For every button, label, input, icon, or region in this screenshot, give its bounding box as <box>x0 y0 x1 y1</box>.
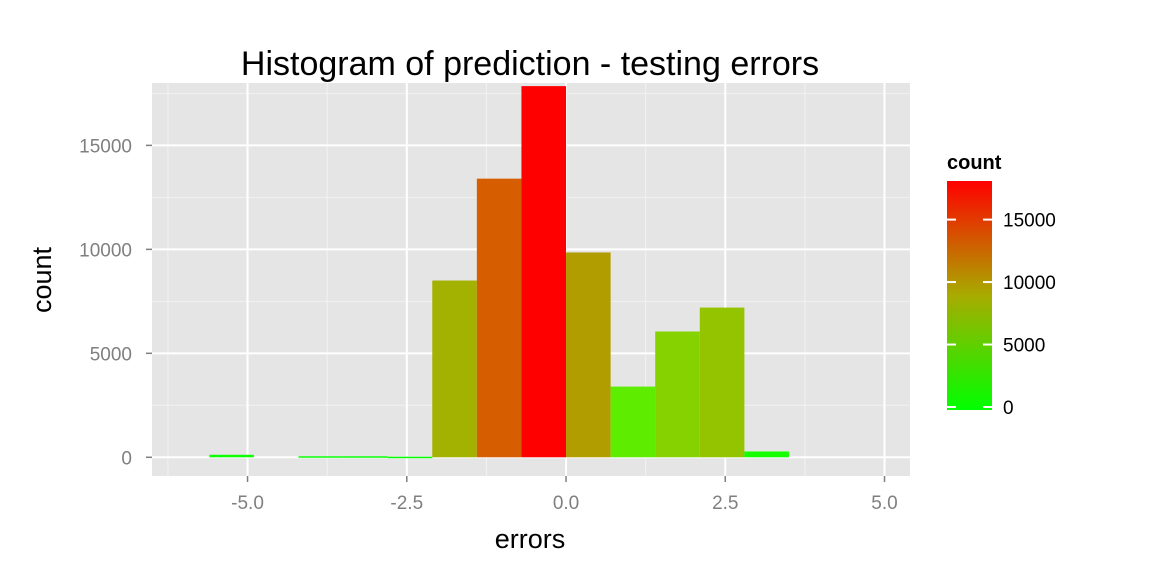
x-axis-title: errors <box>495 524 566 554</box>
y-tick-label: 0 <box>121 448 132 469</box>
y-tick-label: 5000 <box>90 344 132 365</box>
histogram-bar <box>699 307 745 458</box>
histogram-bar <box>521 86 567 458</box>
legend-tick-label: 10000 <box>1003 273 1056 294</box>
x-tick-label: 0.0 <box>553 493 579 514</box>
x-tick-label: -5.0 <box>231 493 264 514</box>
histogram-bar <box>476 178 522 458</box>
y-tick-label: 15000 <box>79 136 132 157</box>
x-tick-label: 5.0 <box>871 493 897 514</box>
histogram-bar <box>744 451 789 458</box>
histogram-bar <box>343 456 388 458</box>
legend-colorbar <box>947 181 992 410</box>
histogram-bar <box>298 456 344 458</box>
y-axis-title: count <box>27 246 57 313</box>
histogram-bar <box>209 454 254 458</box>
histogram-bars <box>209 86 789 459</box>
histogram-bar <box>387 456 433 459</box>
histogram-bar <box>610 386 656 458</box>
y-tick-label: 10000 <box>79 240 132 261</box>
histogram-bar <box>566 252 611 458</box>
x-tick-label: -2.5 <box>390 493 423 514</box>
chart-title: Histogram of prediction - testing errors <box>241 45 819 83</box>
legend-tick-label: 5000 <box>1003 336 1045 357</box>
y-axis: 0 5000 10000 15000 <box>79 136 152 469</box>
legend: count 0 5000 10000 15000 <box>947 152 1056 419</box>
legend-ticks: 0 5000 10000 15000 <box>947 211 1056 419</box>
legend-title: count <box>947 152 1002 174</box>
x-axis: -5.0 -2.5 0.0 2.5 5.0 <box>231 476 898 514</box>
x-tick-label: 2.5 <box>712 493 738 514</box>
histogram-bar <box>655 331 700 458</box>
histogram-bar <box>432 280 477 458</box>
legend-tick-label: 15000 <box>1003 211 1056 232</box>
legend-tick-label: 0 <box>1003 398 1014 419</box>
